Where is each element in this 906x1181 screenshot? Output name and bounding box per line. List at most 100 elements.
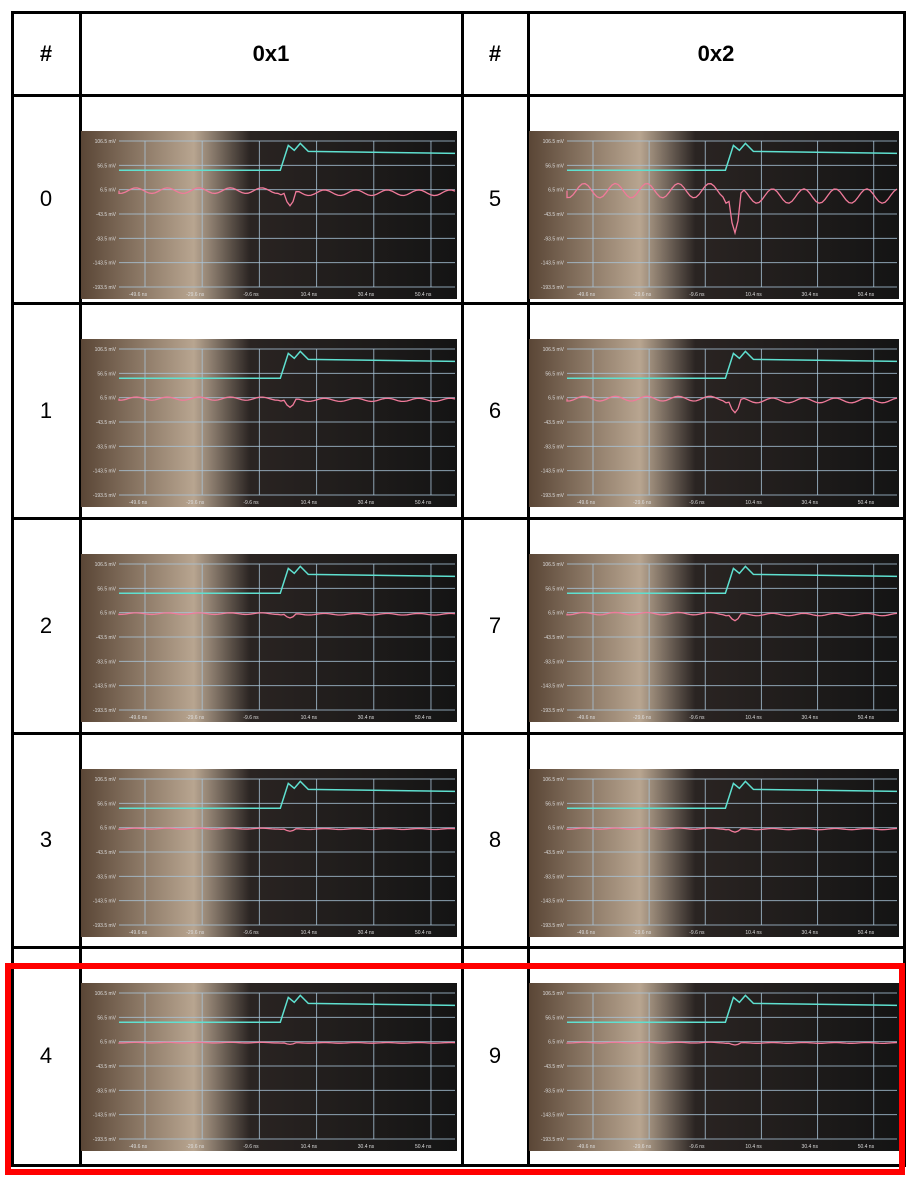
pink-trace [566, 395, 898, 414]
header-cell: 0x2 [697, 40, 735, 66]
scope-y-label: -143.5 mV [541, 899, 565, 905]
scope-x-label: -29.6 ns [186, 930, 205, 936]
cyan-trace [119, 780, 456, 809]
scope-y-label: -193.5 mV [541, 708, 565, 714]
scope-x-label: -29.6 ns [186, 292, 205, 298]
scope-y-label: 106.5 mV [543, 991, 565, 997]
scope-y-label: 106.5 mV [543, 347, 565, 353]
scope-y-label: 106.5 mV [543, 139, 565, 145]
scope-y-label: -93.5 mV [96, 659, 117, 665]
scope-y-label: -93.5 mV [544, 659, 565, 665]
pink-trace [118, 827, 456, 832]
row-number: 9 [488, 1043, 502, 1068]
scope-y-label: -143.5 mV [93, 261, 117, 267]
pink-trace [566, 611, 898, 622]
scope-x-label: -9.6 ns [243, 500, 259, 506]
table-border [12, 302, 905, 305]
scope-y-label: -143.5 mV [541, 684, 565, 690]
table-border [12, 1164, 905, 1167]
row-number: 7 [488, 612, 502, 638]
scope-y-label: 56.5 mV [545, 801, 564, 807]
cyan-trace [567, 350, 898, 379]
scope-capture: 106.5 mV 56.5 mV 6.5 mV -43.5 mV -93.5 mV -14… [529, 339, 899, 507]
scope-x-label: 10.4 ns [301, 500, 318, 506]
scope-capture: 106.5 mV 56.5 mV 6.5 mV -43.5 mV -93.5 mV -14… [81, 554, 457, 722]
table-border [79, 11, 82, 1167]
scope-x-label: -9.6 ns [689, 715, 705, 721]
scope-background [81, 554, 457, 722]
scope-x-label: 30.4 ns [358, 715, 375, 721]
scope-x-label: -29.6 ns [633, 500, 652, 506]
scope-x-label: 50.4 ns [858, 292, 875, 298]
scope-y-label: -143.5 mV [93, 469, 117, 475]
scope-x-label: -49.6 ns [129, 715, 148, 721]
scope-x-label: 30.4 ns [802, 292, 819, 298]
pink-trace [118, 612, 456, 619]
scope-x-label: 50.4 ns [858, 500, 875, 506]
header-cell: 0x1 [252, 40, 290, 66]
scope-y-label: 6.5 mV [100, 1040, 117, 1046]
table-border [461, 11, 464, 1167]
scope-y-label: 106.5 mV [95, 777, 117, 783]
scope-x-label: -9.6 ns [689, 292, 705, 298]
scope-capture: 106.5 mV 56.5 mV 6.5 mV -43.5 mV -93.5 mV -14… [81, 131, 457, 299]
scope-y-label: 6.5 mV [100, 826, 117, 832]
scope-capture: 106.5 mV 56.5 mV 6.5 mV -43.5 mV -93.5 mV -14… [529, 769, 899, 937]
table-border [11, 11, 14, 1167]
scope-y-label: -93.5 mV [96, 444, 117, 450]
scope-y-label: -43.5 mV [96, 850, 117, 856]
scope-y-label: 56.5 mV [97, 163, 116, 169]
scope-x-label: 10.4 ns [745, 1144, 762, 1150]
scope-y-label: -43.5 mV [96, 212, 117, 218]
scope-y-label: 6.5 mV [548, 396, 565, 402]
scope-x-label: 50.4 ns [415, 292, 432, 298]
pink-trace [566, 182, 898, 236]
scope-capture: 106.5 mV 56.5 mV 6.5 mV -43.5 mV -93.5 mV -14… [529, 554, 899, 722]
row-number: 3 [39, 827, 53, 852]
scope-x-label: -9.6 ns [243, 715, 259, 721]
scope-y-label: -43.5 mV [544, 212, 565, 218]
scope-x-label: -9.6 ns [243, 1144, 259, 1150]
cyan-trace [119, 565, 456, 594]
row-number: 5 [488, 186, 502, 211]
scope-x-label: 50.4 ns [415, 500, 432, 506]
scope-y-label: -43.5 mV [544, 420, 565, 426]
scope-x-label: 50.4 ns [415, 930, 432, 936]
scope-x-label: -9.6 ns [689, 1144, 705, 1150]
scope-y-label: 6.5 mV [548, 826, 565, 832]
scope-x-label: 30.4 ns [802, 500, 819, 506]
scope-x-label: 10.4 ns [301, 715, 318, 721]
cyan-trace [119, 142, 456, 171]
scope-x-label: 50.4 ns [415, 1144, 432, 1150]
scope-x-label: 10.4 ns [301, 1144, 318, 1150]
table-border [12, 11, 905, 14]
scope-x-label: -49.6 ns [577, 715, 596, 721]
pink-trace [118, 396, 456, 409]
pink-trace [118, 1041, 456, 1046]
scope-y-label: -143.5 mV [93, 899, 117, 905]
scope-x-label: 30.4 ns [358, 930, 375, 936]
cyan-trace [119, 350, 456, 379]
scope-y-label: -193.5 mV [541, 493, 565, 499]
scope-y-label: -193.5 mV [93, 708, 117, 714]
scope-x-label: 30.4 ns [358, 292, 375, 298]
table-border [12, 94, 905, 97]
scope-background [529, 554, 899, 722]
scope-x-label: 10.4 ns [745, 500, 762, 506]
scope-x-label: -49.6 ns [577, 930, 596, 936]
scope-background [529, 339, 899, 507]
scope-x-label: 30.4 ns [358, 500, 375, 506]
scope-y-label: -93.5 mV [96, 1088, 117, 1094]
scope-y-label: 6.5 mV [548, 611, 565, 617]
scope-x-label: 50.4 ns [858, 1144, 875, 1150]
scope-y-label: -93.5 mV [544, 236, 565, 242]
scope-y-label: -193.5 mV [93, 923, 117, 929]
scope-background [81, 983, 457, 1151]
scope-x-label: -9.6 ns [243, 930, 259, 936]
row-number: 6 [488, 397, 502, 423]
table-border [12, 946, 905, 949]
scope-capture: 106.5 mV 56.5 mV 6.5 mV -43.5 mV -93.5 mV -14… [529, 983, 899, 1151]
scope-y-label: -93.5 mV [96, 874, 117, 880]
scope-capture: 106.5 mV 56.5 mV 6.5 mV -43.5 mV -93.5 mV -14… [529, 131, 899, 299]
